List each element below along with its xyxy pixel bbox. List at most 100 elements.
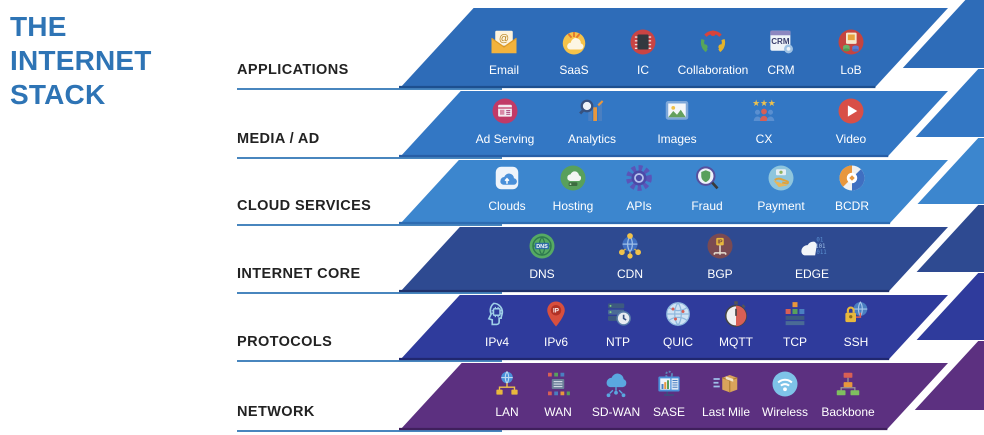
svg-text:IP: IP bbox=[553, 308, 559, 315]
stack-item-label: SSH bbox=[843, 335, 869, 349]
layer-label-internet-core: INTERNET CORE bbox=[237, 266, 361, 282]
sd-wan-icon bbox=[601, 369, 631, 399]
tcp-icon bbox=[780, 299, 810, 329]
stack-item-label: CDN bbox=[617, 267, 643, 281]
stack-item-label: Analytics bbox=[567, 132, 617, 146]
saas-icon bbox=[559, 27, 589, 57]
svg-text:01: 01 bbox=[816, 238, 823, 244]
title-line: THE bbox=[10, 11, 67, 42]
lan-icon bbox=[492, 369, 522, 399]
layer-label-applications: APPLICATIONS bbox=[237, 62, 349, 78]
svg-text:CRM: CRM bbox=[771, 37, 790, 46]
quic-icon bbox=[663, 299, 693, 329]
crm-icon: CRM bbox=[766, 27, 796, 57]
stack-item-label: SASE bbox=[652, 405, 686, 419]
backbone-icon bbox=[833, 369, 863, 399]
layer-label-cloud-services: CLOUD SERVICES bbox=[237, 198, 372, 214]
collaboration-icon bbox=[698, 27, 728, 57]
bcdr-icon bbox=[837, 163, 867, 193]
analytics-icon bbox=[577, 96, 607, 126]
stack-item-label: Last Mile bbox=[701, 405, 751, 419]
stack-item-label: APIs bbox=[626, 199, 652, 213]
stack-item-label: Clouds bbox=[488, 199, 526, 213]
cdn-icon bbox=[615, 231, 645, 261]
stack-item-label: SaaS bbox=[559, 63, 589, 77]
layer-band-applications bbox=[400, 8, 948, 88]
stack-item-label: TCP bbox=[783, 335, 807, 349]
svg-text:★★★: ★★★ bbox=[752, 99, 776, 109]
layer-band-network bbox=[400, 363, 948, 430]
cx-icon: ★★★ bbox=[749, 96, 779, 126]
clouds-icon bbox=[492, 163, 522, 193]
stack-item-label: Email bbox=[488, 63, 520, 77]
stack-item-label: Video bbox=[835, 132, 867, 146]
page-title: THE INTERNET STACK bbox=[10, 10, 152, 112]
images-icon bbox=[662, 96, 692, 126]
edge-icon: 01 101 011 bbox=[797, 231, 827, 261]
stack-item-label: LoB bbox=[840, 63, 862, 77]
stack-item-label: EDGE bbox=[794, 267, 830, 281]
layer-slash-piece-internet-core bbox=[916, 205, 984, 272]
ipv4-icon bbox=[482, 299, 512, 329]
layer-label-network: NETWORK bbox=[237, 404, 315, 420]
lob-icon bbox=[836, 27, 866, 57]
layer-slash-piece-applications bbox=[902, 0, 984, 68]
stack-item-label: Payment bbox=[757, 199, 805, 213]
apis-icon bbox=[624, 163, 654, 193]
sase-icon bbox=[654, 369, 684, 399]
stack-item-label: IPv4 bbox=[484, 335, 510, 349]
stack-item-label: WAN bbox=[544, 405, 572, 419]
layer-band-internet-core bbox=[400, 227, 948, 292]
stack-item-label: Fraud bbox=[691, 199, 723, 213]
stack-item-label: MQTT bbox=[719, 335, 753, 349]
stack-item-label: IC bbox=[637, 63, 649, 77]
wireless-icon bbox=[770, 369, 800, 399]
stack-item-label: Collaboration bbox=[677, 63, 749, 77]
ic-icon bbox=[628, 27, 658, 57]
ad-serving-icon bbox=[490, 96, 520, 126]
ssh-icon bbox=[841, 299, 871, 329]
payment-icon bbox=[766, 163, 796, 193]
bgp-icon: IP bbox=[705, 231, 735, 261]
stack-item-label: IPv6 bbox=[543, 335, 569, 349]
layer-label-media-ad: MEDIA / AD bbox=[237, 131, 320, 147]
stack-item-label: NTP bbox=[606, 335, 630, 349]
last-mile-icon bbox=[711, 369, 741, 399]
ntp-icon bbox=[603, 299, 633, 329]
layer-slash-piece-cloud-services bbox=[917, 138, 984, 204]
fraud-icon bbox=[692, 163, 722, 193]
stack-item-label: Backbone bbox=[821, 405, 875, 419]
layer-band-protocols bbox=[400, 295, 948, 360]
hosting-icon bbox=[558, 163, 588, 193]
layer-band-media-ad bbox=[400, 91, 948, 157]
svg-text:011: 011 bbox=[816, 250, 827, 256]
stack-item-label: Ad Serving bbox=[475, 132, 535, 146]
stack-item-label: SD-WAN bbox=[591, 405, 641, 419]
mqtt-icon bbox=[721, 299, 751, 329]
layer-slash-piece-network bbox=[914, 341, 984, 410]
svg-text:101: 101 bbox=[815, 244, 826, 250]
email-icon: @ bbox=[489, 27, 519, 57]
dns-icon: DNS bbox=[527, 231, 557, 261]
stack-item-label: DNS bbox=[529, 267, 555, 281]
stack-item-label: CX bbox=[755, 132, 773, 146]
title-line: INTERNET bbox=[10, 45, 152, 77]
video-icon bbox=[836, 96, 866, 126]
svg-text:@: @ bbox=[499, 33, 509, 44]
layer-label-protocols: PROTOCOLS bbox=[237, 334, 333, 350]
layer-slash-piece-media-ad bbox=[915, 69, 984, 137]
svg-text:IP: IP bbox=[718, 240, 723, 246]
svg-text:DNS: DNS bbox=[536, 244, 548, 250]
layer-band-cloud-services bbox=[400, 160, 948, 224]
wan-icon bbox=[543, 369, 573, 399]
stack-item-label: Wireless bbox=[761, 405, 809, 419]
stack-item-label: CRM bbox=[767, 63, 795, 77]
stack-item-label: BGP bbox=[707, 267, 733, 281]
stack-item-label: LAN bbox=[495, 405, 519, 419]
title-line: STACK bbox=[10, 79, 106, 111]
layer-slash-piece-protocols bbox=[916, 273, 984, 340]
ipv6-icon: IP bbox=[541, 299, 571, 329]
stack-item-label: BCDR bbox=[834, 199, 870, 213]
stack-item-label: QUIC bbox=[663, 335, 693, 349]
